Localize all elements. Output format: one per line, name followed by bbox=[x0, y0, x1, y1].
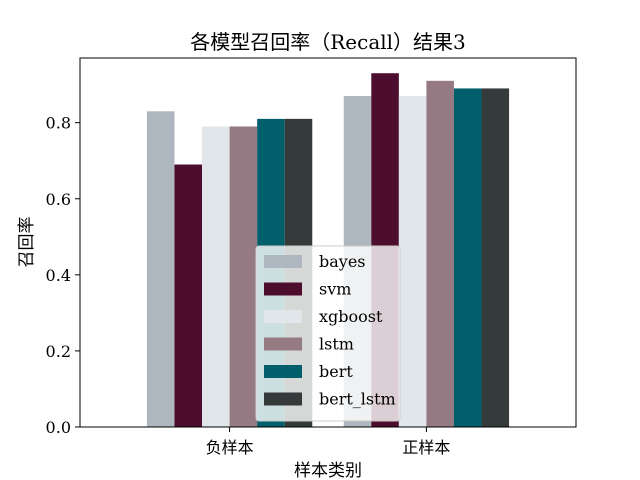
y-tick-label: 0.2 bbox=[46, 342, 71, 361]
bar-lstm-1 bbox=[426, 80, 454, 427]
legend-label-svm: svm bbox=[319, 280, 351, 299]
legend-swatch-bert_lstm bbox=[264, 392, 302, 406]
bar-bayes-0 bbox=[146, 111, 175, 427]
legend-swatch-xgboost bbox=[264, 310, 302, 323]
bar-lstm-0 bbox=[229, 126, 258, 427]
y-axis: 0.0 0.2 0.4 0.6 0.8 bbox=[46, 114, 80, 437]
legend: bayes svm xgboost lstm bert bert_lstm bbox=[255, 245, 401, 422]
y-tick-label: 0.4 bbox=[46, 266, 71, 285]
bar-bert_lstm-1 bbox=[481, 88, 510, 428]
legend-label-bayes: bayes bbox=[319, 252, 366, 271]
legend-swatch-bert bbox=[264, 365, 302, 378]
legend-swatch-bayes bbox=[264, 255, 302, 268]
x-tick-label: 负样本 bbox=[206, 438, 254, 457]
legend-swatch-svm bbox=[264, 282, 302, 296]
bar-xgboost-0 bbox=[202, 126, 230, 427]
bar-xgboost-1 bbox=[398, 96, 427, 427]
y-tick-label: 0.6 bbox=[46, 190, 71, 209]
legend-label-bert_lstm: bert_lstm bbox=[319, 390, 396, 409]
x-axis-label: 样本类别 bbox=[294, 461, 362, 480]
legend-label-xgboost: xgboost bbox=[319, 307, 383, 326]
x-axis: 负样本 正样本 bbox=[206, 427, 450, 457]
plot-frame bbox=[79, 57, 577, 428]
y-tick-label: 0.8 bbox=[46, 114, 71, 133]
chart-title: 各模型召回率（Recall）结果3 bbox=[190, 30, 466, 54]
y-tick-label: 0.0 bbox=[46, 418, 71, 437]
legend-label-lstm: lstm bbox=[319, 335, 354, 354]
x-tick-label: 正样本 bbox=[402, 438, 450, 457]
y-axis-label: 召回率 bbox=[17, 217, 37, 268]
bar-svm-0 bbox=[174, 164, 203, 427]
legend-swatch-lstm bbox=[264, 337, 302, 351]
legend-label-bert: bert bbox=[319, 362, 353, 381]
bar-bert-1 bbox=[453, 88, 482, 428]
